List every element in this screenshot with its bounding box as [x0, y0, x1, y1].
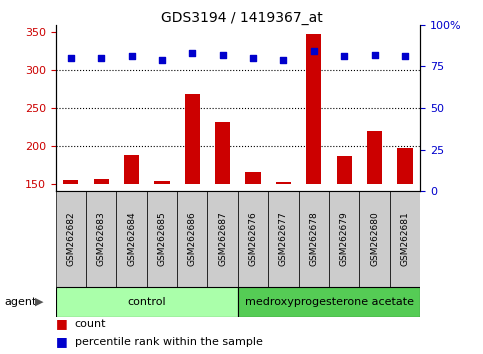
FancyBboxPatch shape: [359, 191, 390, 287]
Text: GSM262684: GSM262684: [127, 212, 136, 266]
Text: control: control: [128, 297, 166, 307]
Point: [341, 53, 348, 59]
Text: GSM262681: GSM262681: [400, 212, 410, 266]
FancyBboxPatch shape: [268, 191, 298, 287]
Point: [280, 57, 287, 63]
Bar: [398, 148, 412, 184]
Text: GSM262686: GSM262686: [188, 212, 197, 266]
Point: [158, 57, 166, 63]
FancyBboxPatch shape: [329, 191, 359, 287]
Text: GSM262685: GSM262685: [157, 212, 167, 266]
FancyBboxPatch shape: [177, 191, 208, 287]
Text: GSM262676: GSM262676: [249, 212, 257, 266]
Point: [401, 53, 409, 59]
FancyBboxPatch shape: [56, 287, 238, 317]
Point: [67, 55, 74, 61]
Point: [97, 55, 105, 61]
Bar: [185, 95, 200, 184]
Text: GSM262677: GSM262677: [279, 212, 288, 266]
Point: [219, 52, 227, 58]
FancyBboxPatch shape: [56, 191, 86, 287]
Bar: [63, 180, 78, 184]
Text: GDS3194 / 1419367_at: GDS3194 / 1419367_at: [161, 11, 322, 25]
Point: [371, 52, 379, 58]
FancyBboxPatch shape: [116, 191, 147, 287]
FancyBboxPatch shape: [298, 191, 329, 287]
Bar: [94, 179, 109, 184]
Bar: [306, 34, 322, 184]
Bar: [367, 131, 382, 184]
Text: agent: agent: [5, 297, 37, 307]
Point: [249, 55, 257, 61]
FancyBboxPatch shape: [390, 191, 420, 287]
Point: [128, 53, 135, 59]
Point: [188, 50, 196, 56]
FancyBboxPatch shape: [238, 191, 268, 287]
FancyBboxPatch shape: [238, 287, 420, 317]
Text: ■: ■: [56, 318, 67, 330]
Text: ▶: ▶: [35, 297, 44, 307]
Text: GSM262687: GSM262687: [218, 212, 227, 266]
Text: GSM262680: GSM262680: [370, 212, 379, 266]
FancyBboxPatch shape: [208, 191, 238, 287]
Text: GSM262679: GSM262679: [340, 212, 349, 266]
FancyBboxPatch shape: [147, 191, 177, 287]
Text: GSM262682: GSM262682: [66, 212, 75, 266]
Bar: [215, 122, 230, 184]
Text: percentile rank within the sample: percentile rank within the sample: [75, 337, 263, 347]
Text: GSM262678: GSM262678: [309, 212, 318, 266]
Text: ■: ■: [56, 335, 67, 348]
FancyBboxPatch shape: [86, 191, 116, 287]
Bar: [276, 182, 291, 184]
Bar: [124, 155, 139, 184]
Bar: [337, 156, 352, 184]
Text: GSM262683: GSM262683: [97, 212, 106, 266]
Text: medroxyprogesterone acetate: medroxyprogesterone acetate: [244, 297, 413, 307]
Point: [310, 48, 318, 54]
Text: count: count: [75, 319, 106, 329]
Bar: [245, 172, 261, 184]
Bar: [154, 181, 170, 184]
